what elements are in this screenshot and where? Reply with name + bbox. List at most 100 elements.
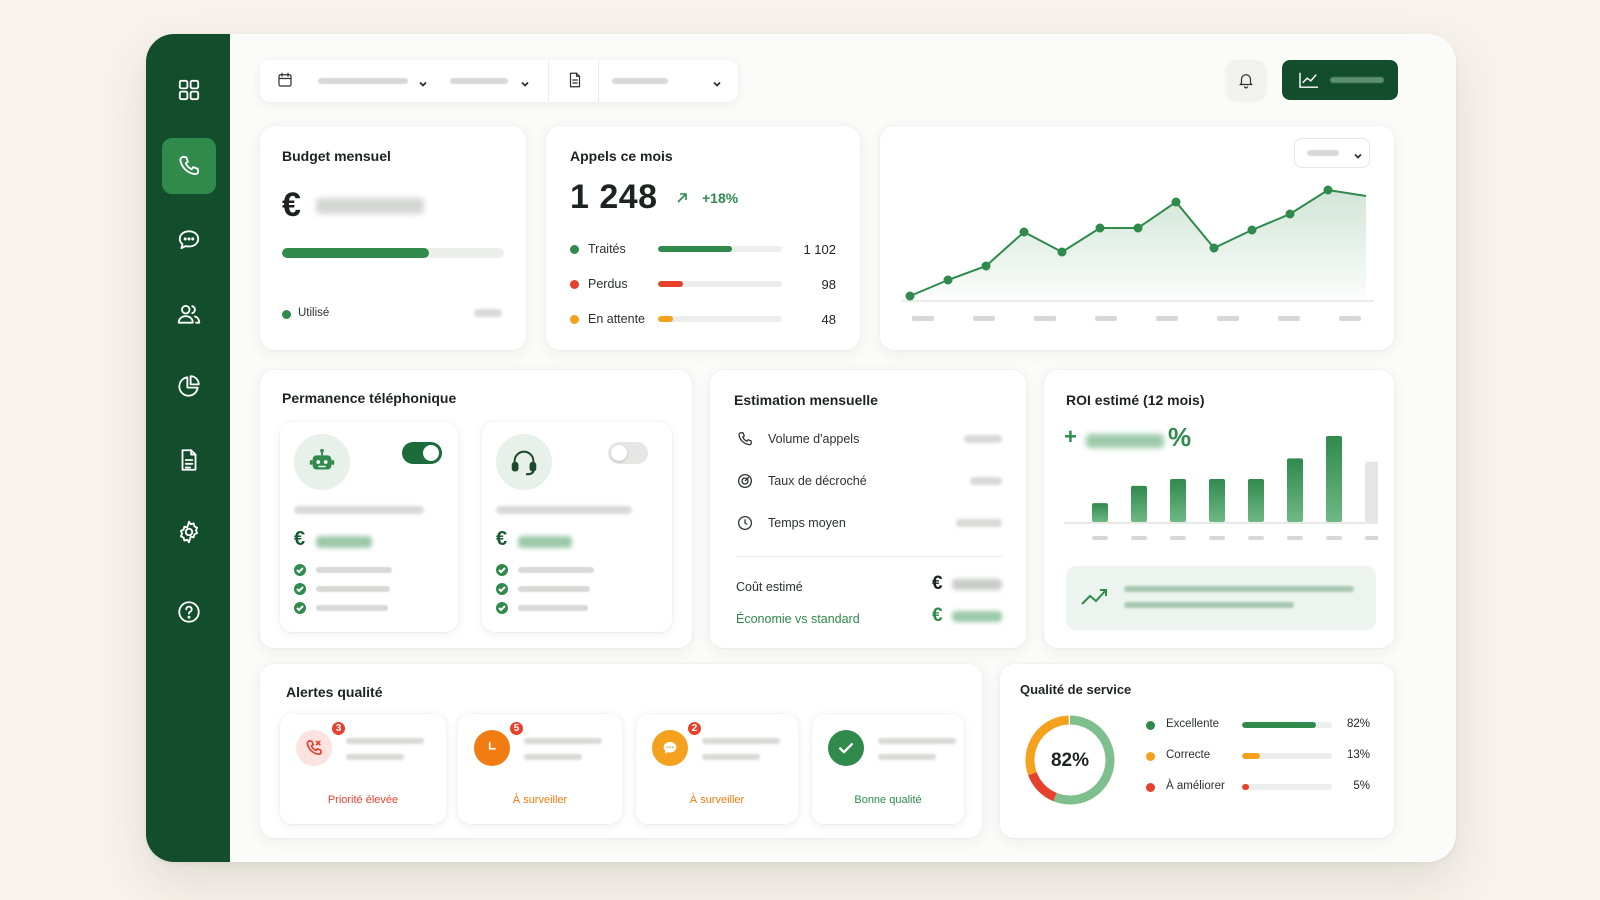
trend-point[interactable] [1057, 247, 1067, 257]
notifications-button[interactable] [1226, 60, 1266, 100]
calls-row-bar [658, 281, 782, 287]
x-tick-label [1156, 316, 1178, 321]
x-tick-label [973, 316, 995, 321]
estimation-row-label: Temps moyen [768, 516, 846, 530]
trend-point[interactable] [1323, 185, 1333, 195]
calls-row-bar-fill [658, 316, 673, 322]
roi-bar[interactable] [1092, 503, 1108, 522]
option-card-human[interactable]: € [482, 422, 672, 632]
donut-segment-improve[interactable] [1028, 771, 1057, 802]
nav-documents[interactable] [162, 432, 216, 488]
calls-row-label: Perdus [588, 277, 628, 291]
nav-dashboard[interactable] [162, 62, 216, 118]
bell-icon [1239, 74, 1253, 89]
budget-card: Budget mensuel € Utilisé [260, 126, 526, 350]
roi-bar[interactable] [1287, 458, 1303, 522]
report-filter-select[interactable] [612, 60, 722, 102]
roi-bar[interactable] [1365, 461, 1378, 522]
legend-dot [570, 315, 579, 324]
chat-bubble-icon [178, 230, 200, 250]
roi-percent: % [1168, 422, 1192, 452]
trend-point[interactable] [1209, 243, 1219, 253]
x-tick-label [1365, 536, 1378, 540]
nav-analytics[interactable] [162, 358, 216, 414]
alerts-title: Alertes qualité [286, 684, 383, 700]
feature-line [316, 586, 390, 592]
roi-value [1086, 434, 1164, 448]
trend-point[interactable] [943, 275, 953, 285]
nav-calls[interactable] [162, 138, 216, 194]
alert-text-line [702, 738, 780, 744]
analytics-report-button[interactable] [1282, 60, 1398, 100]
calls-trend: +18% [702, 190, 739, 206]
date-filter-value [318, 78, 408, 84]
trend-point[interactable] [905, 291, 915, 301]
main-content: Budget mensuel € Utilisé Appels ce mois … [230, 34, 1456, 862]
trend-point[interactable] [981, 261, 991, 271]
alert-status-label: Bonne qualité [854, 794, 922, 806]
chevron-down-icon [1353, 148, 1363, 159]
legend-dot [570, 280, 579, 289]
period-filter-select[interactable] [450, 60, 530, 102]
chart-period-value [1307, 150, 1339, 156]
divider [598, 60, 599, 102]
alert-badge: 5 [508, 720, 525, 737]
feature-line [316, 605, 388, 611]
quality-card: Qualité de service 82% Excellente 82% Co… [1000, 664, 1394, 838]
calls-card: Appels ce mois 1 248 +18% Traités 1 102 … [546, 126, 860, 350]
phone-icon [179, 155, 200, 176]
feature-line [316, 567, 392, 573]
trend-point[interactable] [1095, 223, 1105, 233]
alert-item[interactable]: Bonne qualité [812, 714, 964, 824]
quality-row-bar [1242, 784, 1332, 790]
alert-item[interactable]: 5 À surveiller [458, 714, 622, 824]
donut-segment-correct[interactable] [1025, 715, 1069, 776]
alert-item[interactable]: 3 Priorité élevée [280, 714, 446, 824]
alert-badge: 2 [686, 720, 703, 737]
alert-text-line [702, 754, 760, 760]
option-name [496, 506, 632, 514]
x-tick-label [1248, 536, 1264, 540]
x-tick-label [1095, 316, 1117, 321]
x-tick-label [1339, 316, 1361, 321]
roi-bar[interactable] [1131, 485, 1147, 522]
x-tick-label [1326, 536, 1342, 540]
check-icon [828, 730, 864, 766]
estimation-row-label: Taux de décroché [768, 474, 867, 488]
roi-bar[interactable] [1248, 479, 1264, 522]
toggle-human[interactable] [608, 442, 648, 464]
check-icon [496, 583, 508, 595]
chevron-down-icon [520, 76, 530, 87]
nav-messages[interactable] [162, 212, 216, 268]
quality-row-label: Correcte [1166, 749, 1211, 761]
trend-point[interactable] [1019, 227, 1029, 237]
feature-line [518, 567, 594, 573]
alert-status-label: Priorité élevée [327, 794, 399, 806]
nav-contacts[interactable] [162, 286, 216, 342]
nav-help[interactable] [162, 584, 216, 640]
insight-line [1124, 586, 1354, 592]
donut-segment-excellent[interactable] [1053, 715, 1115, 805]
alert-item[interactable]: 2 À surveiller [636, 714, 798, 824]
calls-row-value: 48 [821, 312, 836, 327]
date-filter-select[interactable] [318, 60, 428, 102]
trend-point[interactable] [1247, 225, 1257, 235]
option-card-ai[interactable]: € [280, 422, 458, 632]
x-tick-label [1034, 316, 1056, 321]
clock-icon [474, 730, 510, 766]
roi-bar[interactable] [1326, 436, 1342, 522]
trend-point[interactable] [1133, 223, 1143, 233]
roi-bar[interactable] [1209, 479, 1225, 522]
gear-icon [179, 520, 199, 544]
option-name [294, 506, 424, 514]
estimation-row-value [956, 519, 1002, 527]
alert-text-line [878, 738, 956, 744]
trend-point[interactable] [1285, 209, 1295, 219]
chart-period-select[interactable] [1294, 138, 1370, 168]
trend-point[interactable] [1171, 197, 1181, 207]
roi-bar[interactable] [1170, 479, 1186, 522]
nav-settings[interactable] [162, 504, 216, 560]
missed-call-icon [296, 730, 332, 766]
quality-row-bar [1242, 753, 1332, 759]
toggle-ai[interactable] [402, 442, 442, 464]
